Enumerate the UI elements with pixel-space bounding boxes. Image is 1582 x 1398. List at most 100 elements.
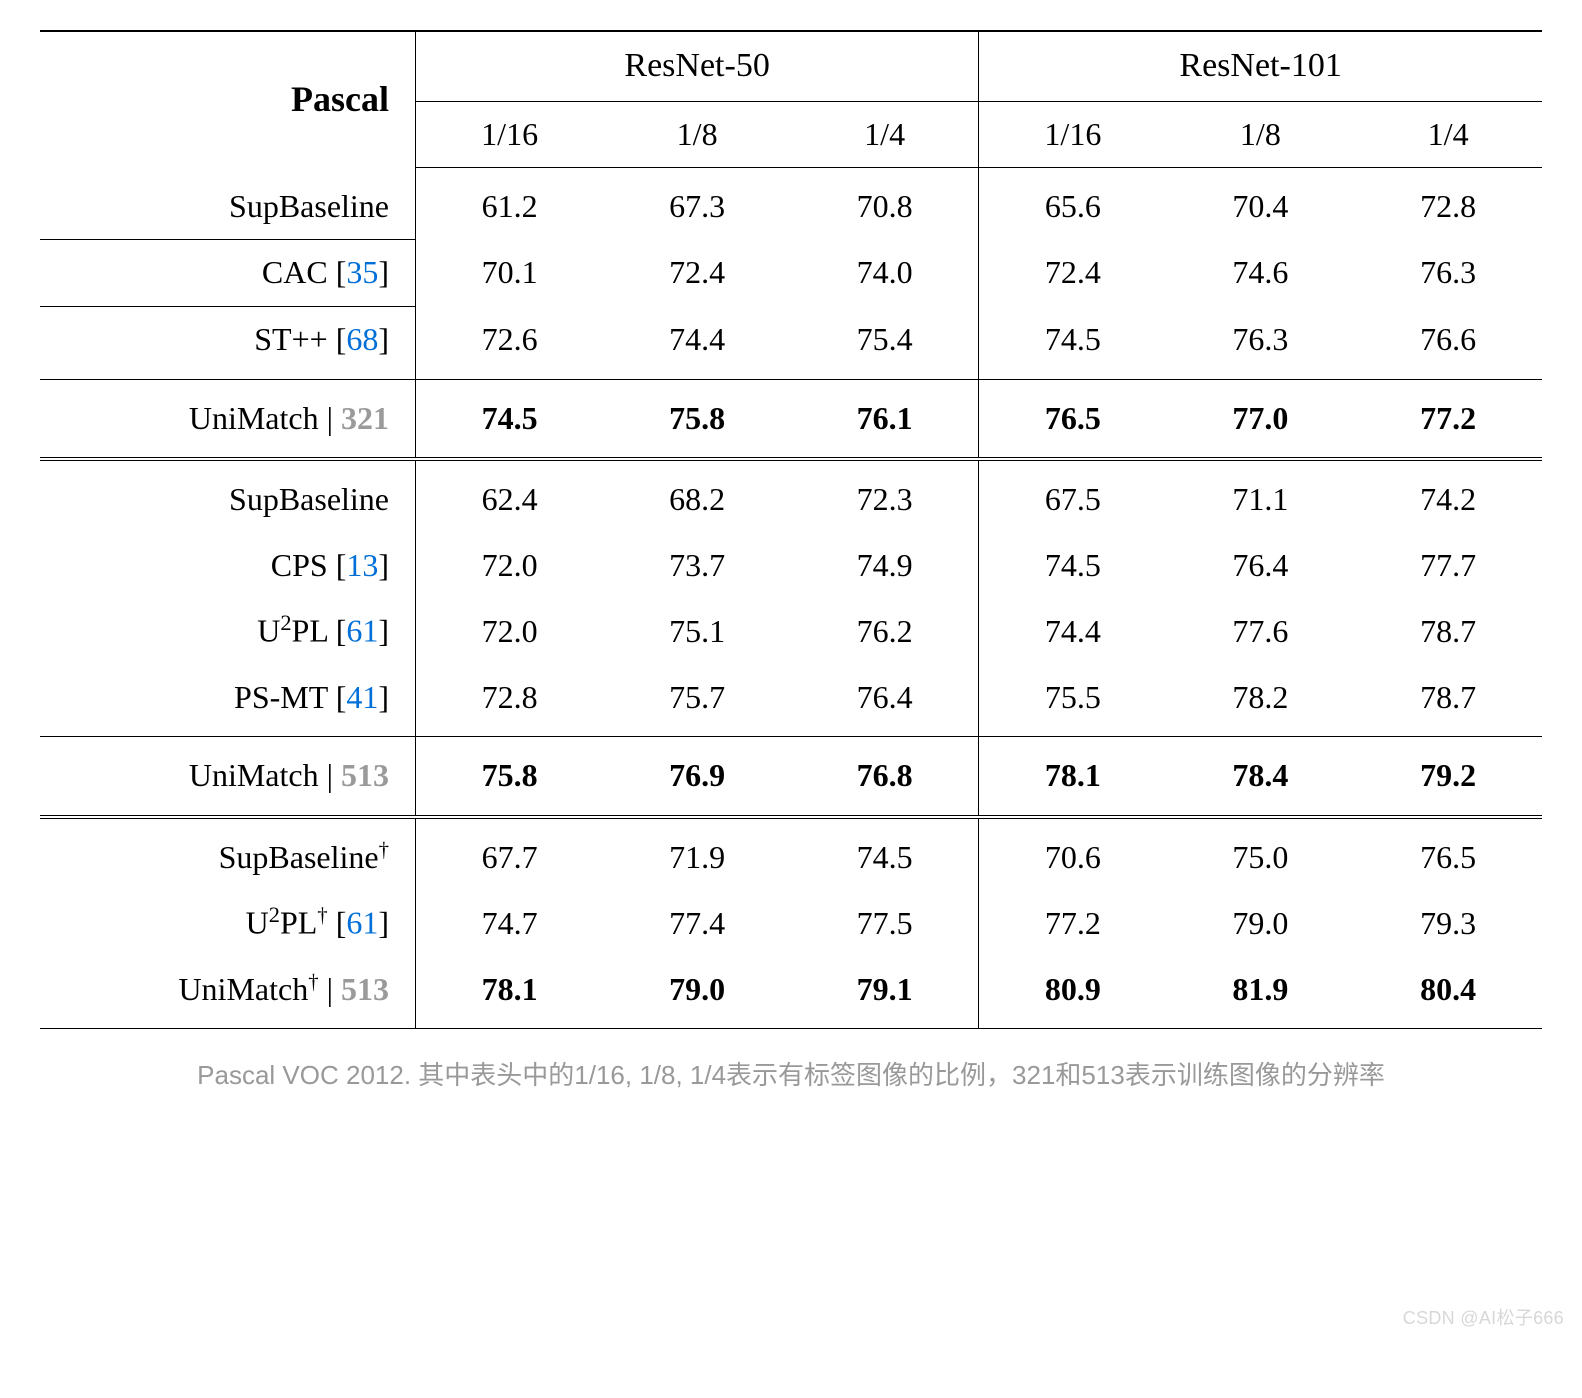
method-name: UniMatch† | 513 xyxy=(40,957,416,1029)
cell: 76.3 xyxy=(1167,306,1355,379)
cell: 79.0 xyxy=(603,957,791,1029)
cell: 80.9 xyxy=(979,957,1167,1029)
method-name: UniMatch | 513 xyxy=(40,737,416,817)
cell: 80.4 xyxy=(1354,957,1542,1029)
cell: 76.5 xyxy=(1354,817,1542,891)
citation-ref: 61 xyxy=(346,613,378,649)
cell: 62.4 xyxy=(416,459,604,533)
cell: 72.6 xyxy=(416,306,604,379)
cell: 74.5 xyxy=(979,533,1167,599)
cell: 72.4 xyxy=(979,240,1167,307)
table-row: CAC [35] 70.1 72.4 74.0 72.4 74.6 76.3 xyxy=(40,240,1542,307)
cell: 76.8 xyxy=(791,737,979,817)
cell: 65.6 xyxy=(979,168,1167,240)
cell: 75.8 xyxy=(603,379,791,459)
method-name: U2PL [61] xyxy=(40,598,416,664)
cell: 67.7 xyxy=(416,817,604,891)
cell: 74.9 xyxy=(791,533,979,599)
citation-ref: 35 xyxy=(346,254,378,290)
cell: 78.7 xyxy=(1354,665,1542,737)
cell: 75.8 xyxy=(416,737,604,817)
cell: 74.2 xyxy=(1354,459,1542,533)
cell: 70.6 xyxy=(979,817,1167,891)
method-name: SupBaseline† xyxy=(40,817,416,891)
table-row: ST++ [68] 72.6 74.4 75.4 74.5 76.3 76.6 xyxy=(40,306,1542,379)
cell: 70.4 xyxy=(1167,168,1355,240)
cell: 75.4 xyxy=(791,306,979,379)
table-row: U2PL† [61] 74.7 77.4 77.5 77.2 79.0 79.3 xyxy=(40,890,1542,956)
table-row: CPS [13] 72.0 73.7 74.9 74.5 76.4 77.7 xyxy=(40,533,1542,599)
citation-ref: 68 xyxy=(346,321,378,357)
cell: 77.2 xyxy=(979,890,1167,956)
cell: 72.0 xyxy=(416,598,604,664)
table-row: SupBaseline 62.4 68.2 72.3 67.5 71.1 74.… xyxy=(40,459,1542,533)
cell: 74.6 xyxy=(1167,240,1355,307)
cell: 74.5 xyxy=(791,817,979,891)
table-row: PS-MT [41] 72.8 75.7 76.4 75.5 78.2 78.7 xyxy=(40,665,1542,737)
cell: 74.4 xyxy=(979,598,1167,664)
cell: 74.5 xyxy=(979,306,1167,379)
subheader-r101-4: 1/4 xyxy=(1354,101,1542,168)
cell: 78.4 xyxy=(1167,737,1355,817)
cell: 77.2 xyxy=(1354,379,1542,459)
cell: 74.5 xyxy=(416,379,604,459)
cell: 79.1 xyxy=(791,957,979,1029)
method-name: U2PL† [61] xyxy=(40,890,416,956)
cell: 77.5 xyxy=(791,890,979,956)
subheader-r101-16: 1/16 xyxy=(979,101,1167,168)
group-header-resnet101: ResNet-101 xyxy=(979,31,1542,101)
cell: 73.7 xyxy=(603,533,791,599)
cell: 77.0 xyxy=(1167,379,1355,459)
method-name: CAC [35] xyxy=(40,240,416,307)
cell: 76.5 xyxy=(979,379,1167,459)
cell: 71.1 xyxy=(1167,459,1355,533)
method-name: SupBaseline xyxy=(40,168,416,240)
highlight-row: UniMatch† | 513 78.1 79.0 79.1 80.9 81.9… xyxy=(40,957,1542,1029)
cell: 79.3 xyxy=(1354,890,1542,956)
citation-ref: 61 xyxy=(346,905,378,941)
cell: 78.2 xyxy=(1167,665,1355,737)
cell: 74.0 xyxy=(791,240,979,307)
method-name: SupBaseline xyxy=(40,459,416,533)
cell: 78.1 xyxy=(979,737,1167,817)
group-header-resnet50: ResNet-50 xyxy=(416,31,979,101)
table-row: U2PL [61] 72.0 75.1 76.2 74.4 77.6 78.7 xyxy=(40,598,1542,664)
cell: 74.4 xyxy=(603,306,791,379)
subheader-r50-16: 1/16 xyxy=(416,101,604,168)
cell: 67.5 xyxy=(979,459,1167,533)
cell: 78.7 xyxy=(1354,598,1542,664)
cell: 76.2 xyxy=(791,598,979,664)
cell: 76.3 xyxy=(1354,240,1542,307)
results-table: Pascal ResNet-50 ResNet-101 1/16 1/8 1/4… xyxy=(40,30,1542,1029)
cell: 72.8 xyxy=(1354,168,1542,240)
cell: 76.4 xyxy=(1167,533,1355,599)
subheader-r50-4: 1/4 xyxy=(791,101,979,168)
table-caption: Pascal VOC 2012. 其中表头中的1/16, 1/8, 1/4表示有… xyxy=(40,1053,1542,1097)
cell: 72.8 xyxy=(416,665,604,737)
results-table-wrap: Pascal ResNet-50 ResNet-101 1/16 1/8 1/4… xyxy=(40,30,1542,1029)
cell: 71.9 xyxy=(603,817,791,891)
subheader-r50-8: 1/8 xyxy=(603,101,791,168)
cell: 75.5 xyxy=(979,665,1167,737)
cell: 76.6 xyxy=(1354,306,1542,379)
cell: 75.1 xyxy=(603,598,791,664)
method-name: ST++ [68] xyxy=(40,306,416,379)
method-name: CPS [13] xyxy=(40,533,416,599)
highlight-row: UniMatch | 513 75.8 76.9 76.8 78.1 78.4 … xyxy=(40,737,1542,817)
cell: 76.9 xyxy=(603,737,791,817)
method-name: PS-MT [41] xyxy=(40,665,416,737)
highlight-row: UniMatch | 321 74.5 75.8 76.1 76.5 77.0 … xyxy=(40,379,1542,459)
table-row: SupBaseline 61.2 67.3 70.8 65.6 70.4 72.… xyxy=(40,168,1542,240)
cell: 77.7 xyxy=(1354,533,1542,599)
watermark: CSDN @AI松子666 xyxy=(1403,1304,1564,1330)
subheader-r101-8: 1/8 xyxy=(1167,101,1355,168)
cell: 81.9 xyxy=(1167,957,1355,1029)
method-name: UniMatch | 321 xyxy=(40,379,416,459)
table-row: SupBaseline† 67.7 71.9 74.5 70.6 75.0 76… xyxy=(40,817,1542,891)
cell: 68.2 xyxy=(603,459,791,533)
table-title: Pascal xyxy=(40,31,416,168)
cell: 79.0 xyxy=(1167,890,1355,956)
cell: 70.1 xyxy=(416,240,604,307)
cell: 77.6 xyxy=(1167,598,1355,664)
citation-ref: 41 xyxy=(346,679,378,715)
